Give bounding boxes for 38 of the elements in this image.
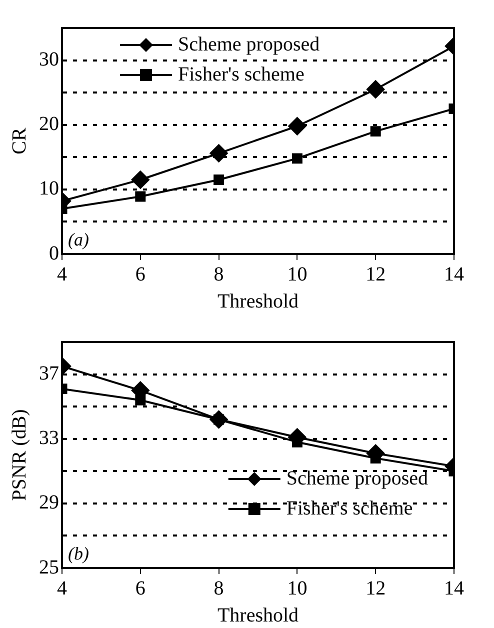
y-tick-label: 10 xyxy=(39,178,59,200)
point xyxy=(288,117,306,136)
point xyxy=(370,126,381,137)
point xyxy=(135,191,146,202)
y-tick-label: 29 xyxy=(39,492,59,514)
x-tick-label: 6 xyxy=(135,577,146,600)
y-tick-label: 37 xyxy=(39,362,59,385)
x-axis-title: Threshold xyxy=(217,290,299,312)
y-axis-title: CR xyxy=(8,127,30,154)
y-tick-label: 30 xyxy=(39,48,59,71)
x-tick-label: 4 xyxy=(57,263,67,286)
x-tick-label: 8 xyxy=(214,263,224,286)
annotation: (a) xyxy=(68,230,89,250)
point xyxy=(292,153,302,164)
y-tick-label: 20 xyxy=(39,113,59,136)
x-tick-label: 6 xyxy=(135,263,146,286)
x-tick-label: 14 xyxy=(444,577,464,600)
legend-label: Scheme proposed xyxy=(178,33,320,56)
x-tick-label: 12 xyxy=(366,263,386,286)
y-tick-label: 0 xyxy=(49,242,59,264)
point xyxy=(366,80,385,98)
y-tick-label: 25 xyxy=(39,556,59,578)
point xyxy=(131,170,150,189)
y-tick-label: 33 xyxy=(39,427,59,450)
legend-label: Fisher's scheme xyxy=(178,63,304,86)
point xyxy=(210,144,228,162)
legend-label: Scheme proposed xyxy=(286,467,428,490)
x-tick-label: 8 xyxy=(214,577,224,600)
x-tick-label: 12 xyxy=(366,577,386,600)
point xyxy=(214,174,224,185)
x-tick-label: 4 xyxy=(57,577,67,600)
x-axis-title: Threshold xyxy=(217,604,299,626)
legend-label: Fisher's scheme xyxy=(286,497,413,520)
y-axis-title: PSNR (dB) xyxy=(8,409,30,501)
x-tick-label: 14 xyxy=(444,263,464,286)
annotation: (b) xyxy=(68,544,89,564)
x-tick-label: 10 xyxy=(287,263,308,286)
x-tick-label: 10 xyxy=(287,577,308,600)
